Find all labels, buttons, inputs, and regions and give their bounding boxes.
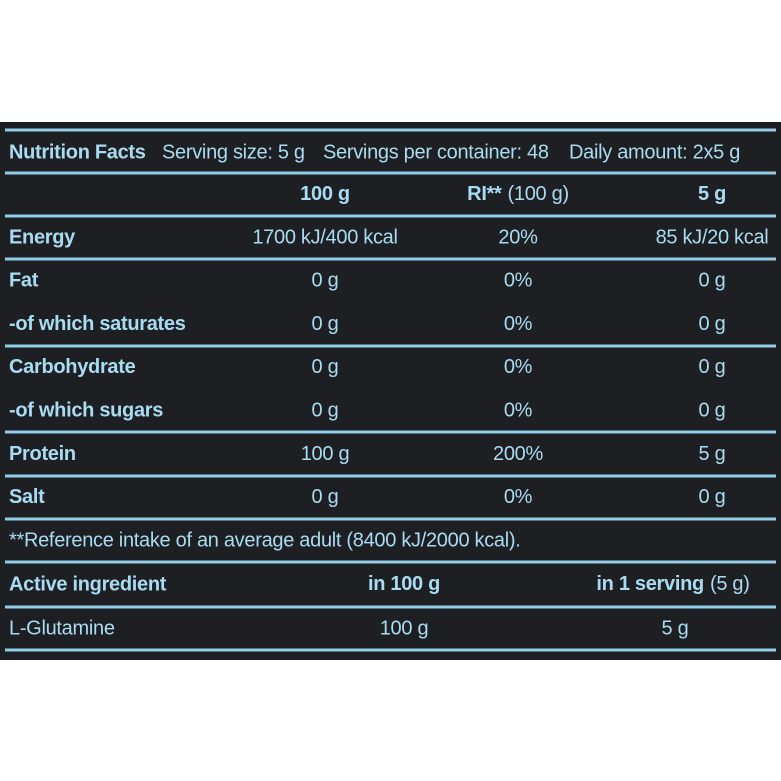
- active-cell: 5 g: [662, 617, 689, 639]
- cell: 0 g: [699, 356, 726, 378]
- row-label: Protein: [9, 443, 76, 465]
- title: Nutrition Facts: [9, 141, 146, 163]
- servings-per-container: Servings per container: 48: [323, 141, 549, 163]
- footnote: **Reference intake of an average adult (…: [9, 529, 521, 551]
- cell: 85 kJ/20 kcal: [656, 226, 769, 248]
- cell: 1700 kJ/400 kcal: [252, 226, 397, 248]
- column-header: 100 g: [300, 183, 350, 205]
- cell: 0 g: [312, 313, 339, 335]
- cell: 0 g: [312, 486, 339, 508]
- active-column-header: in 100 g: [368, 573, 440, 595]
- panel-background: [0, 122, 781, 660]
- active-cell: 100 g: [380, 617, 429, 639]
- cell: 0 g: [312, 399, 339, 421]
- cell: 0 g: [699, 313, 726, 335]
- column-header-normal: (100 g): [508, 183, 569, 205]
- cell: 200%: [493, 443, 543, 465]
- active-label: L-Glutamine: [9, 617, 115, 639]
- row-label: Salt: [9, 486, 45, 508]
- active-column-header-normal: (5 g): [710, 573, 750, 595]
- row-label: Carbohydrate: [9, 356, 136, 378]
- cell: 0%: [504, 313, 533, 335]
- column-header-bold: RI**: [467, 183, 502, 205]
- cell: 0 g: [699, 270, 726, 292]
- cell: 5 g: [699, 443, 726, 465]
- row-label: -of which sugars: [9, 399, 163, 421]
- row-label: Energy: [9, 226, 76, 248]
- cell: 20%: [498, 226, 538, 248]
- active-column-header: in 1 serving (5 g): [596, 573, 749, 595]
- cell: 0%: [504, 356, 533, 378]
- cell: 0%: [504, 270, 533, 292]
- row-label: Fat: [9, 270, 39, 292]
- active-column-header-bold: in 1 serving: [596, 573, 704, 595]
- active-header: Active ingredient: [9, 573, 167, 595]
- cell: 0 g: [699, 486, 726, 508]
- cell: 0 g: [699, 399, 726, 421]
- cell: 0 g: [312, 356, 339, 378]
- cell: 0 g: [312, 270, 339, 292]
- column-header-bold: 100 g: [300, 183, 350, 205]
- row-label: -of which saturates: [9, 313, 186, 335]
- serving-size: Serving size: 5 g: [162, 141, 305, 163]
- column-header: 5 g: [698, 183, 726, 205]
- cell: 0%: [504, 486, 533, 508]
- cell: 100 g: [301, 443, 350, 465]
- column-header: RI** (100 g): [467, 183, 569, 205]
- daily-amount: Daily amount: 2x5 g: [569, 141, 740, 163]
- column-header-bold: 5 g: [698, 183, 726, 205]
- cell: 0%: [504, 399, 533, 421]
- active-column-header-bold: in 100 g: [368, 573, 440, 595]
